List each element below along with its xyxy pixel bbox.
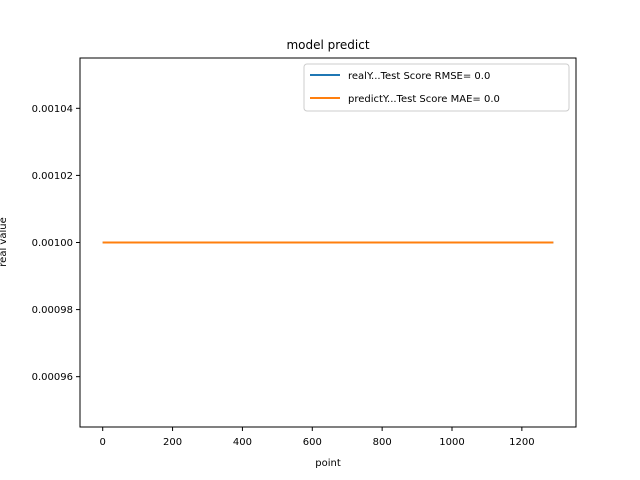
x-tick-label: 0 <box>100 437 106 448</box>
y-tick-label: 0.00100 <box>32 238 73 249</box>
legend: realY...Test Score RMSE= 0.0 predictY...… <box>303 63 570 112</box>
legend-label-predict: predictY...Test Score MAE= 0.0 <box>348 94 500 105</box>
x-tick-label: 1200 <box>509 437 534 448</box>
x-tick-label: 600 <box>303 437 322 448</box>
x-tick-label: 1000 <box>439 437 464 448</box>
y-axis: 0.00096 0.00098 0.00100 0.00102 0.00104 <box>32 104 80 383</box>
x-axis-label: point <box>315 458 341 469</box>
y-tick-label: 0.00104 <box>32 104 73 115</box>
y-tick-label: 0.00102 <box>32 171 73 182</box>
y-tick-label: 0.00098 <box>32 305 73 316</box>
legend-box <box>303 63 570 112</box>
x-axis: 0 200 400 600 800 1000 1200 <box>100 427 535 448</box>
y-axis-label: real value <box>0 217 9 266</box>
legend-label-real: realY...Test Score RMSE= 0.0 <box>348 71 490 82</box>
x-tick-label: 400 <box>233 437 252 448</box>
x-tick-label: 800 <box>373 437 392 448</box>
x-tick-label: 200 <box>163 437 182 448</box>
chart-title: model predict <box>286 38 369 52</box>
y-tick-label: 0.00096 <box>32 372 73 383</box>
